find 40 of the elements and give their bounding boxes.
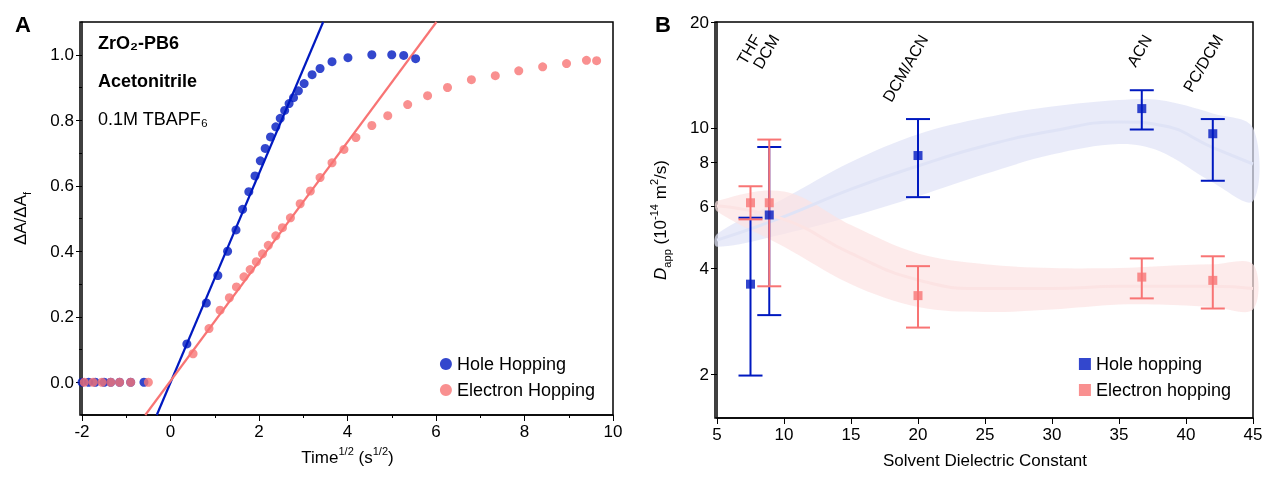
x-tick-label: 45 (1243, 425, 1263, 444)
x-tick-label: -2 (74, 422, 90, 441)
annotation: ZrO₂-PB6 (98, 33, 180, 53)
y-tick-label: 0.6 (50, 176, 74, 196)
y-tick-label: 6 (699, 196, 709, 216)
annotation: Acetonitrile (98, 71, 198, 91)
y-tick-label: 4 (699, 258, 709, 278)
legend-label: Hole hopping (1095, 354, 1202, 374)
y-tick-label: 0.2 (50, 307, 74, 327)
x-tick-label: 35 (1109, 425, 1129, 444)
y-tick-label: 0.4 (50, 241, 74, 261)
chart-title: A (15, 11, 31, 37)
x-tick-label: 2 (254, 422, 264, 441)
x-tick-label: 15 (841, 425, 861, 444)
x-tick-label: 0 (165, 422, 176, 441)
y-axis-title: ΔA/ΔAf (10, 190, 33, 246)
x-tick-label: 5 (712, 425, 722, 444)
x-tick-label: 40 (1176, 425, 1196, 444)
x-tick-label: 4 (342, 422, 353, 441)
y-tick-label: 8 (699, 152, 709, 172)
chart-title: B (655, 11, 671, 37)
legend-label: Electron hopping (1095, 380, 1232, 400)
x-tick-label: 10 (774, 425, 794, 444)
x-tick-label: 8 (519, 422, 530, 441)
x-tick-label: 25 (975, 425, 995, 444)
y-tick-label: 1.0 (50, 45, 74, 65)
y-tick-label: 2 (699, 364, 709, 384)
x-axis-title: Solvent Dielectric Constant (882, 450, 1088, 470)
annotation: 0.1M TBAPF₆ (98, 109, 208, 129)
y-tick-label: 0.8 (50, 110, 74, 130)
y-tick-label: 20 (690, 12, 709, 32)
x-tick-label: 6 (431, 422, 441, 441)
x-tick-label: 30 (1042, 425, 1062, 444)
x-tick-label: 10 (603, 422, 623, 441)
y-tick-label: 0.0 (50, 372, 74, 392)
y-tick-label: 10 (690, 118, 709, 138)
x-tick-label: 20 (908, 425, 928, 444)
legend-label: Electron Hopping (456, 380, 596, 400)
legend-label: Hole Hopping (456, 354, 566, 374)
y-axis-title: Dapp (10-14 m2/s) (647, 160, 673, 280)
